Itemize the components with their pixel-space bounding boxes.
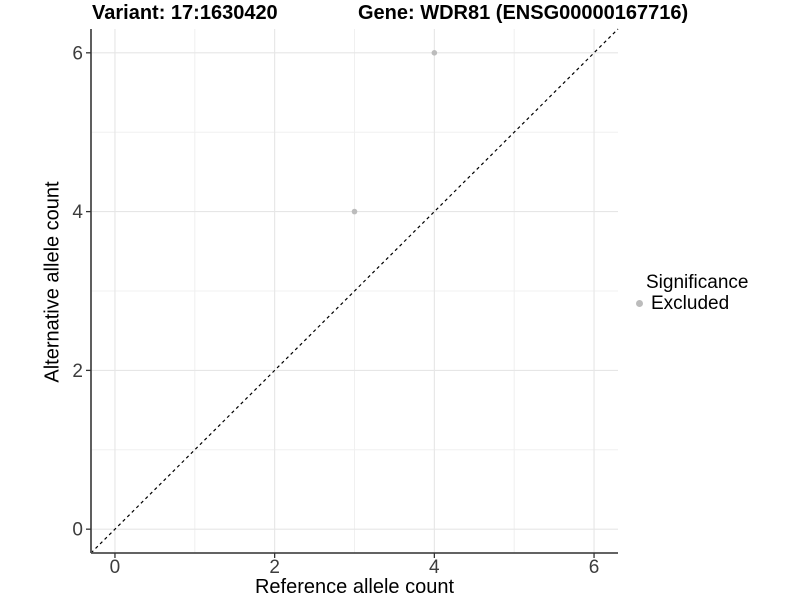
- plot-title-gene: Gene: WDR81 (ENSG00000167716): [358, 2, 689, 24]
- data-point: [351, 208, 358, 215]
- x-axis-title: Reference allele count: [254, 576, 454, 598]
- plot-title-variant: Variant: 17:1630420: [92, 2, 278, 24]
- x-tick-label: 6: [589, 557, 600, 578]
- legend-item-label: Excluded: [651, 293, 730, 314]
- y-tick-label: 6: [72, 43, 83, 64]
- y-tick-label: 4: [72, 202, 83, 223]
- data-point: [431, 50, 438, 56]
- legend-point-icon: [636, 300, 643, 307]
- x-tick-label: 0: [110, 557, 121, 578]
- y-axis-title: Alternative allele count: [41, 181, 64, 383]
- x-tick-label: 2: [269, 557, 280, 578]
- identity-reference-line: [90, 28, 619, 554]
- x-tick-label: 4: [429, 557, 440, 578]
- y-tick-label: 0: [72, 520, 83, 541]
- y-tick-label: 2: [72, 361, 83, 382]
- legend-title: Significance: [646, 272, 749, 293]
